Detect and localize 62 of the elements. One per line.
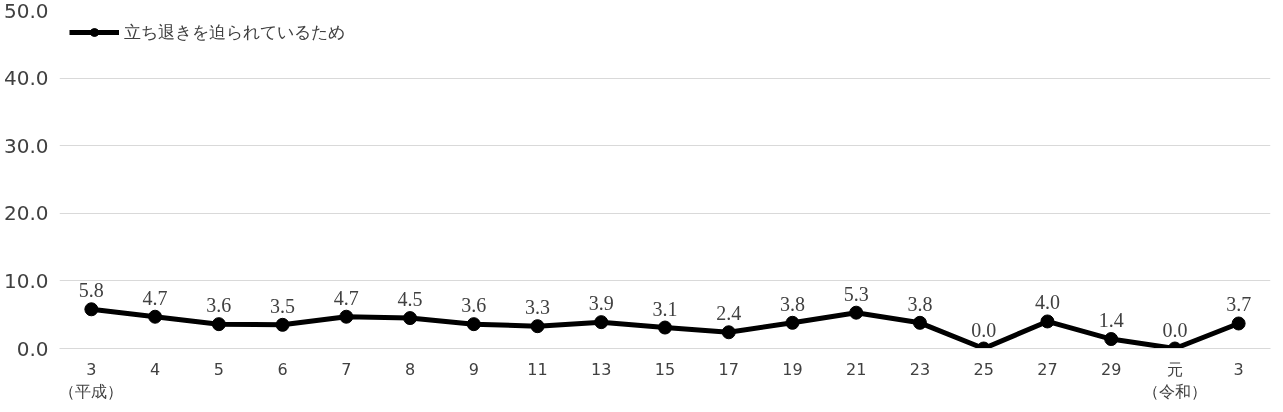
data-label: 3.1 <box>652 297 678 320</box>
data-label: 3.6 <box>461 294 487 317</box>
point <box>275 317 290 332</box>
data-label: 0.0 <box>1162 318 1188 341</box>
data-label: 0.0 <box>971 318 997 341</box>
x-tick-label: 8 <box>404 359 416 379</box>
data-label: 4.5 <box>397 288 423 311</box>
point <box>658 320 672 335</box>
data-label: 4.0 <box>1034 291 1060 314</box>
x-tick-label: 25 <box>973 359 994 379</box>
point <box>84 302 99 317</box>
data-label: 5.8 <box>78 279 104 302</box>
point <box>594 315 609 330</box>
point <box>211 317 226 332</box>
x-tick-label: 13 <box>591 359 612 379</box>
data-label: 4.7 <box>333 286 359 309</box>
legend-label: 立ち退きを迫られているため <box>124 21 345 44</box>
point <box>1104 332 1119 347</box>
data-label: 5.3 <box>843 282 869 305</box>
x-tick-label: 23 <box>909 359 931 379</box>
data-label: 1.4 <box>1098 309 1124 332</box>
data-label: 3.6 <box>206 294 232 317</box>
data-label: 3.3 <box>525 296 551 319</box>
y-tick-label: 50.0 <box>3 0 49 23</box>
y-tick-label: 10.0 <box>3 268 49 293</box>
point <box>1231 316 1246 331</box>
point <box>785 315 800 330</box>
data-label: 2.4 <box>716 302 742 325</box>
x-tick-label: 3 <box>1233 359 1244 379</box>
point <box>849 305 864 320</box>
point <box>403 311 418 326</box>
x-tick-label: 11 <box>527 359 548 379</box>
point <box>530 319 545 334</box>
x-tick-label: 4 <box>150 359 161 379</box>
y-tick-label: 0.0 <box>16 336 49 361</box>
point <box>1040 314 1055 329</box>
point <box>339 309 354 324</box>
y-tick-label: 30.0 <box>3 133 49 158</box>
x-tick-label: 27 <box>1037 359 1058 379</box>
x-tick-label: 15 <box>654 359 676 379</box>
data-label: 3.8 <box>907 292 933 315</box>
data-label: 3.9 <box>588 292 614 315</box>
point <box>466 317 481 332</box>
point <box>721 325 736 340</box>
x-tick-label: 9 <box>468 359 479 379</box>
x-tick-label: 29 <box>1100 359 1122 379</box>
x-tick-label: 19 <box>782 359 803 379</box>
x-tick-label: 3（平成） <box>59 359 124 402</box>
x-tick-label: 21 <box>846 359 867 379</box>
data-label: 3.7 <box>1226 293 1252 316</box>
data-label: 4.7 <box>142 286 168 309</box>
data-label: 3.8 <box>779 292 805 315</box>
x-tick-label: 元（令和） <box>1142 359 1207 402</box>
y-tick-label: 40.0 <box>3 66 49 91</box>
x-tick-label: 17 <box>718 359 739 379</box>
y-tick-label: 20.0 <box>3 201 49 226</box>
data-label: 3.5 <box>270 294 296 317</box>
x-tick-label: 6 <box>277 359 288 379</box>
x-tick-label: 5 <box>213 359 224 379</box>
x-tick-label: 7 <box>341 359 352 379</box>
point <box>148 309 163 324</box>
point <box>912 315 927 330</box>
